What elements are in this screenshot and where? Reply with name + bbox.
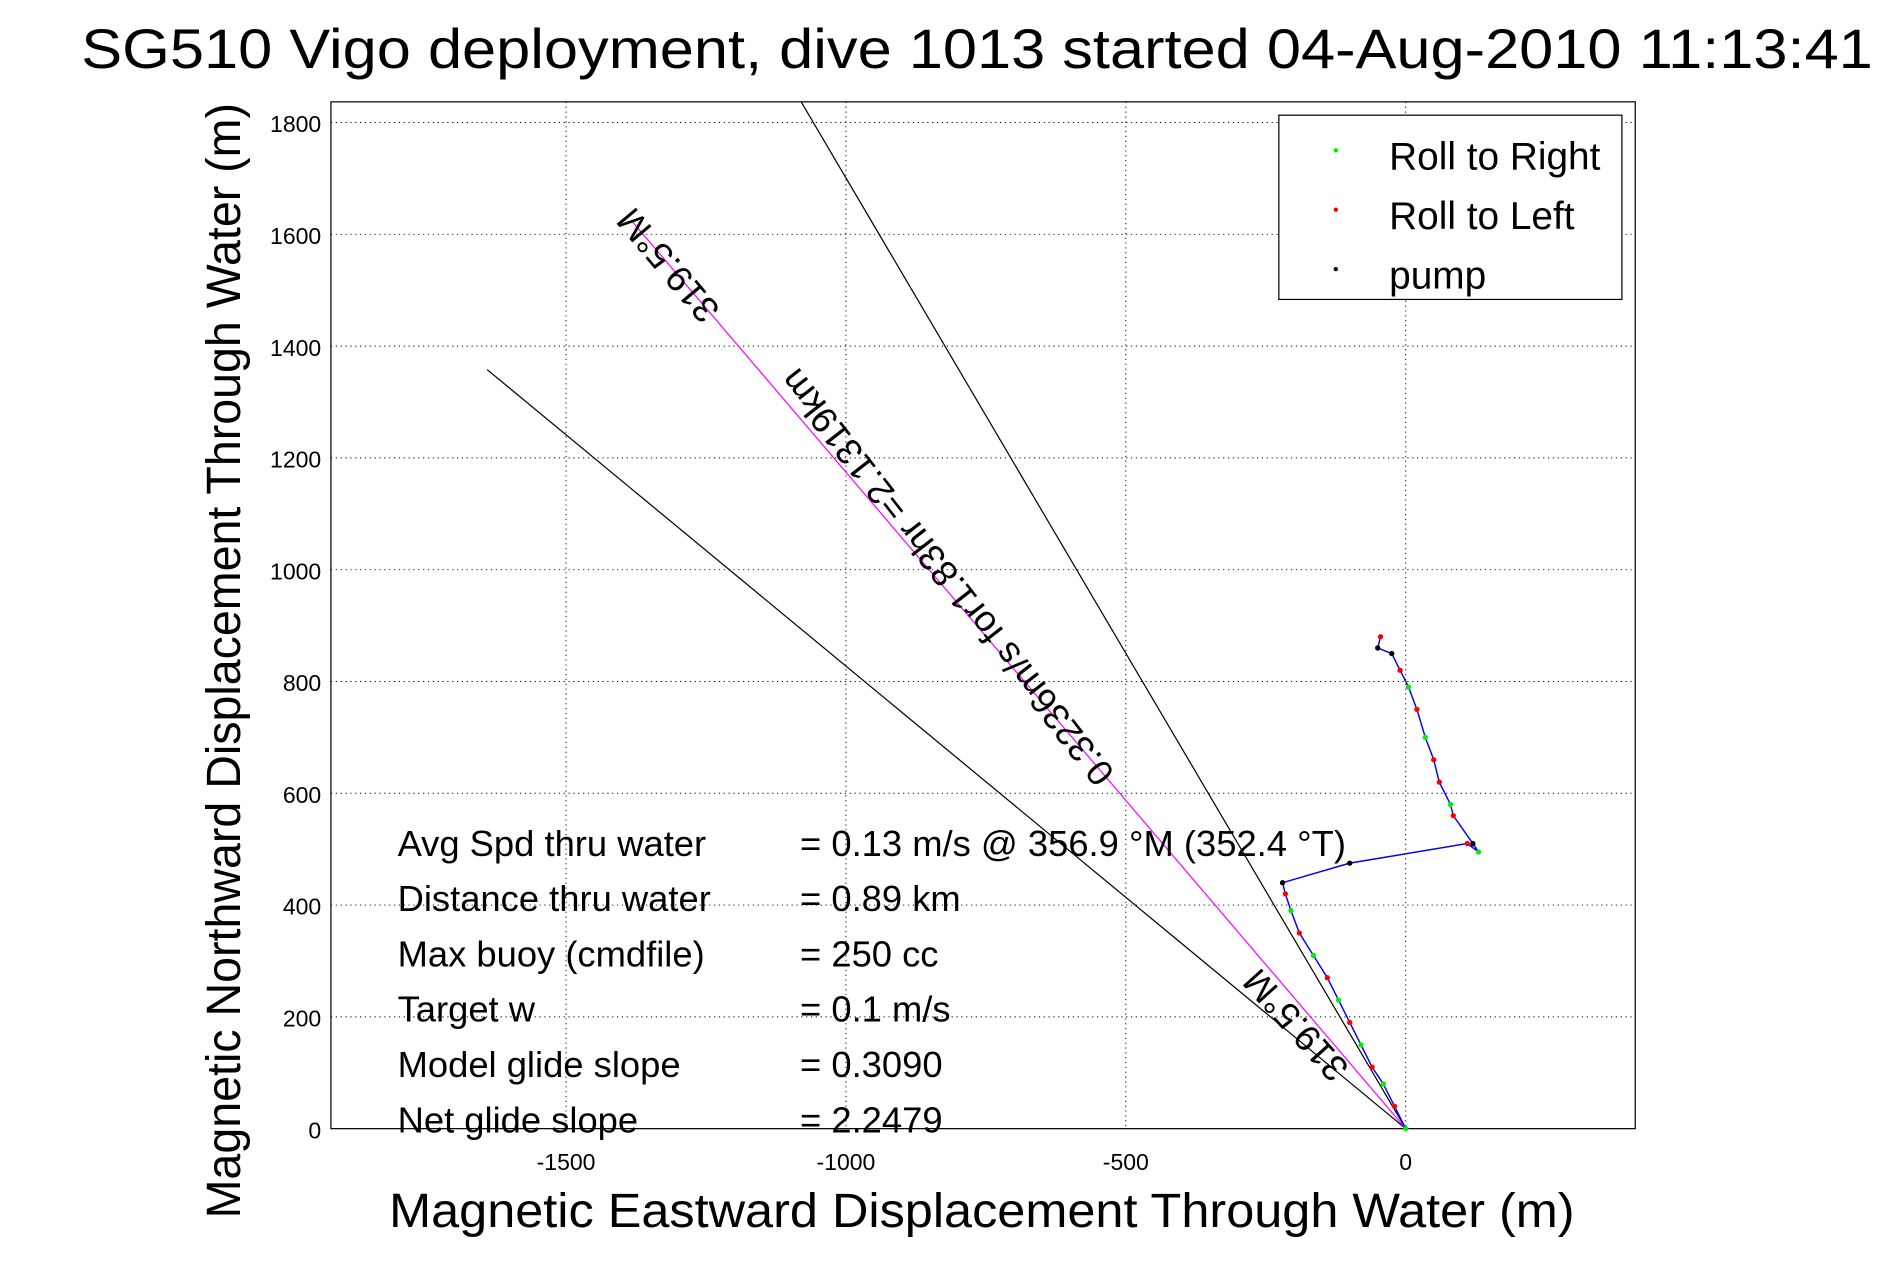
- trajectory-marker-right: [1288, 907, 1294, 914]
- stat-value: = 2.2479: [800, 1099, 943, 1140]
- stat-value: = 0.13 m/s @ 356.9 °M (352.4 °T): [800, 823, 1346, 864]
- trajectory-marker-right: [1358, 1042, 1364, 1048]
- heading-line: [632, 221, 1407, 1130]
- trajectory-marker-pump: [1470, 840, 1476, 847]
- y-tick-label: 600: [283, 782, 321, 808]
- stat-label: Net glide slope: [398, 1099, 639, 1140]
- bound-line-2: [486, 369, 1407, 1130]
- stat-label: Avg Spd thru water: [398, 823, 707, 864]
- x-tick-label: 0: [1399, 1149, 1412, 1175]
- x-tick-label: -1000: [816, 1149, 875, 1175]
- trajectory-marker-right: [1405, 684, 1412, 690]
- trajectory-marker-right: [1310, 952, 1317, 959]
- y-tick-label: 1600: [270, 223, 321, 249]
- trajectory-marker-left: [1464, 840, 1470, 847]
- trajectory: [1279, 634, 1482, 1132]
- trajectory-marker-left: [1397, 667, 1403, 673]
- legend-label-pump: pump: [1389, 255, 1486, 298]
- trajectory-marker-left: [1414, 706, 1420, 713]
- stat-value: = 0.1 m/s: [800, 989, 951, 1030]
- y-tick-label: 1000: [270, 558, 321, 584]
- trajectory-marker-right: [1335, 997, 1342, 1003]
- x-tick-label: -1500: [537, 1149, 596, 1175]
- stat-label: Distance thru water: [398, 878, 711, 919]
- legend: Roll to Right Roll to Left pump: [1278, 114, 1623, 301]
- legend-marker-pump: [1333, 266, 1339, 272]
- tick-labels: -1500 -1000 -500 0 0 200 400 600 800 1000 1200 1400…: [270, 111, 1412, 1175]
- trajectory-marker-pump: [1347, 860, 1353, 866]
- stat-label: Target w: [398, 989, 536, 1030]
- y-tick-label: 800: [283, 670, 321, 696]
- y-tick-label: 0: [308, 1117, 321, 1143]
- reference-lines: [486, 101, 1407, 1130]
- chart-title: SG510 Vigo deployment, dive 1013 started…: [81, 18, 1873, 80]
- trajectory-marker-right: [1475, 849, 1482, 855]
- legend-marker-left: [1333, 207, 1339, 212]
- y-tick-label: 1200: [270, 447, 321, 473]
- trajectory-marker-right: [1380, 1081, 1386, 1087]
- legend-marker-right: [1333, 148, 1339, 153]
- trajectory-marker-right: [1403, 1125, 1409, 1132]
- trajectory-marker-left: [1450, 812, 1456, 819]
- trajectory-marker-left: [1377, 634, 1384, 640]
- trajectory-line: [1281, 636, 1480, 1129]
- y-tick-label: 1400: [270, 335, 321, 361]
- trajectory-marker-right: [1422, 734, 1428, 741]
- y-axis-label: Magnetic Northward Displacement Through …: [197, 103, 251, 1218]
- x-axis-label: Magnetic Eastward Displacement Through W…: [389, 1184, 1575, 1238]
- trajectory-marker-left: [1391, 1103, 1398, 1109]
- y-tick-label: 1800: [270, 111, 321, 137]
- trajectory-marker-pump: [1375, 645, 1381, 651]
- y-tick-label: 400: [283, 894, 321, 920]
- bound-line-1: [800, 101, 1407, 1129]
- plot-area: [330, 101, 1636, 1130]
- trajectory-marker-pump: [1389, 650, 1395, 657]
- trajectory-marker-left: [1436, 779, 1442, 785]
- trajectory-marker-left: [1324, 975, 1331, 981]
- legend-label-right: Roll to Right: [1389, 136, 1600, 179]
- trajectory-marker-pump: [1279, 880, 1286, 886]
- trajectory-marker-left: [1296, 930, 1303, 936]
- trajectory-marker-left: [1347, 1019, 1353, 1026]
- y-tick-label: 200: [283, 1006, 321, 1032]
- stat-value: = 250 cc: [800, 933, 938, 974]
- trajectory-marker-left: [1282, 891, 1289, 897]
- trajectory-marker-right: [1447, 801, 1454, 808]
- trajectory-marker-left: [1369, 1064, 1375, 1070]
- stat-label: Max buoy (cmdfile): [398, 933, 705, 974]
- stat-label: Model glide slope: [398, 1044, 681, 1085]
- x-tick-label: -500: [1103, 1149, 1149, 1175]
- stat-value: = 0.3090: [800, 1044, 943, 1085]
- stats-block: Avg Spd thru water = 0.13 m/s @ 356.9 °M …: [398, 823, 1346, 1140]
- trajectory-marker-left: [1431, 757, 1437, 763]
- stat-value: = 0.89 km: [800, 878, 961, 919]
- legend-label-left: Roll to Left: [1389, 195, 1575, 238]
